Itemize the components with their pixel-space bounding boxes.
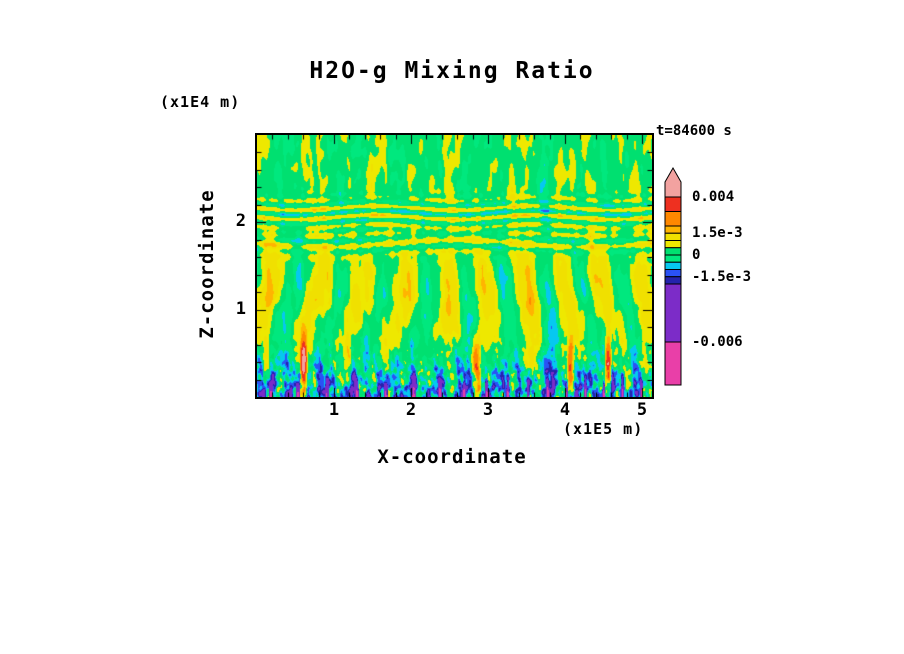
colorbar-segment [664, 225, 682, 234]
x-tick-label: 2 [405, 400, 417, 420]
colorbar-segment [664, 211, 682, 227]
y-tick-label: 2 [235, 211, 246, 232]
x-tick-label: 4 [559, 400, 571, 420]
x-tick-label: 3 [482, 400, 494, 420]
x-tick-label: 1 [328, 400, 340, 420]
colorbar-scale [664, 166, 682, 386]
contour-field-canvas [257, 135, 652, 397]
colorbar-label: -1.5e-3 [692, 268, 752, 285]
colorbar: 0.004 1.5e-3 0 -1.5e-3 -0.006 [662, 166, 812, 398]
y-axis-units: (x1E4 m) [160, 93, 241, 111]
colorbar-label: -0.006 [692, 334, 743, 350]
x-axis-label: X-coordinate [377, 446, 527, 468]
colorbar-segment [664, 269, 682, 278]
colorbar-segment [664, 240, 682, 249]
colorbar-arrow-icon [664, 166, 682, 198]
colorbar-segment [664, 196, 682, 212]
colorbar-segment [664, 232, 682, 241]
contour-plot-area [255, 133, 654, 399]
colorbar-segment [664, 261, 682, 270]
y-tick-label: 1 [235, 298, 246, 319]
colorbar-segment [664, 341, 682, 386]
colorbar-label: 0 [692, 247, 701, 263]
colorbar-segment [664, 283, 682, 343]
x-tick-label: 5 [636, 400, 648, 420]
colorbar-label: 1.5e-3 [692, 225, 743, 242]
colorbar-label: 0.004 [692, 189, 735, 205]
colorbar-segment [664, 276, 682, 285]
chart-title: H2O-g Mixing Ratio [309, 58, 595, 84]
y-axis-label: Z-coordinate [196, 189, 218, 339]
x-axis-units: (x1E5 m) [563, 420, 644, 438]
timestamp-label: t=84600 s [656, 123, 732, 139]
colorbar-segment [664, 247, 682, 256]
colorbar-segment [664, 254, 682, 263]
